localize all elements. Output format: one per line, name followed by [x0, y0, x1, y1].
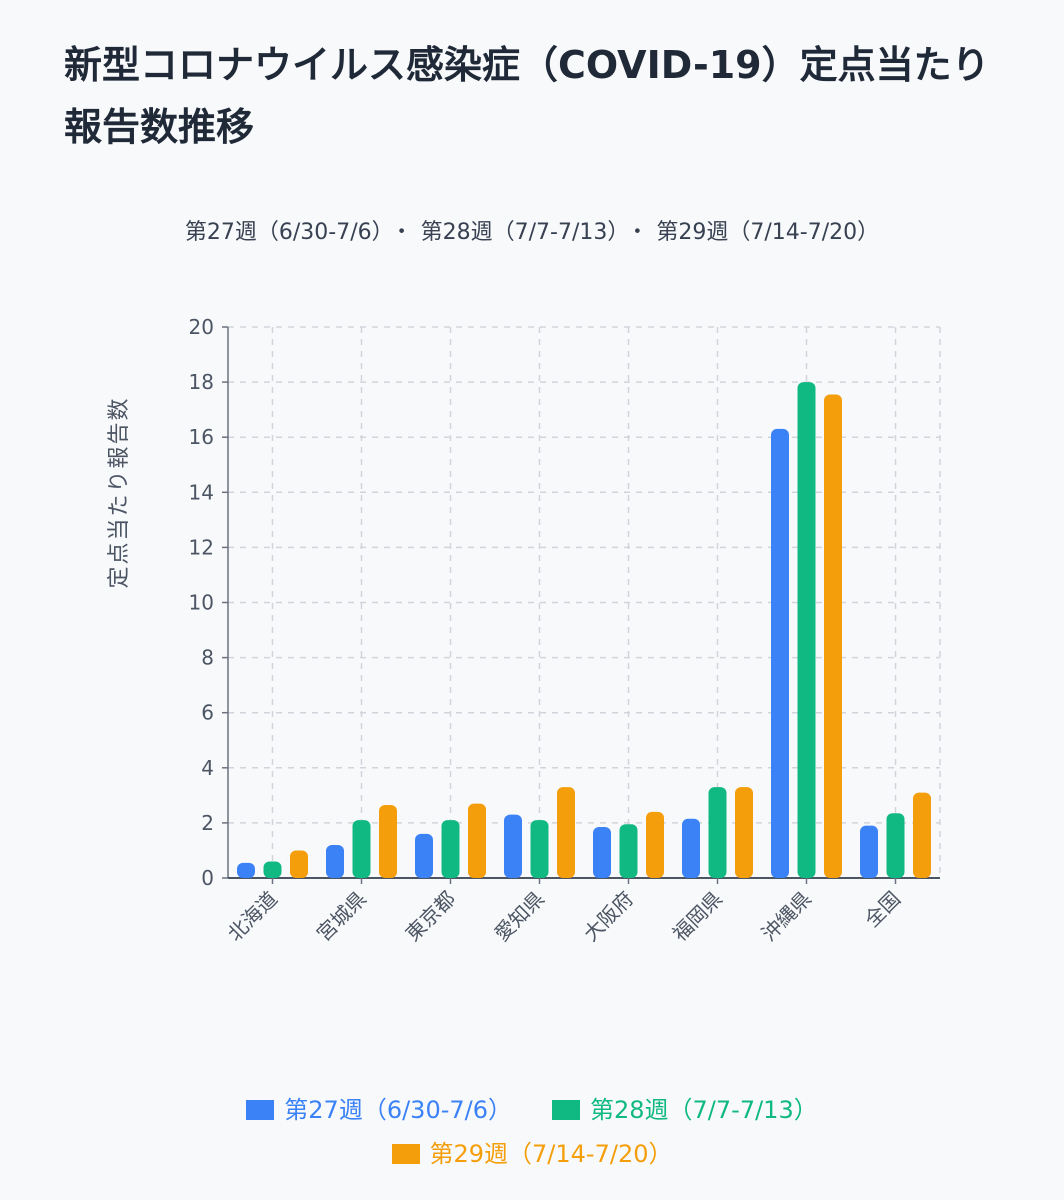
bar-7-2[interactable] — [913, 792, 931, 878]
y-tick-label: 16 — [189, 425, 214, 449]
bar-4-0[interactable] — [593, 827, 611, 878]
y-tick-label: 8 — [201, 646, 214, 670]
bar-1-0[interactable] — [326, 844, 344, 878]
y-tick-label: 2 — [201, 811, 214, 835]
bar-6-2[interactable] — [824, 394, 842, 878]
y-tick-label: 12 — [189, 535, 214, 559]
bar-6-1[interactable] — [797, 382, 816, 878]
bar-4-2[interactable] — [646, 811, 664, 878]
axes — [222, 326, 940, 884]
y-tick-label: 6 — [201, 701, 214, 725]
legend-label: 第27週（6/30-7/6） — [284, 1096, 512, 1124]
y-tick-label: 20 — [189, 315, 214, 339]
bar-2-1[interactable] — [441, 820, 460, 878]
x-tick-label: 大阪府 — [579, 887, 638, 946]
subtitle-week28: 第28週（7/7-7/13） — [420, 220, 619, 245]
x-tick-label: 東京都 — [401, 887, 460, 946]
legend-row: 第27週（6/30-7/6） 第28週（7/7-7/13） — [0, 1088, 1064, 1132]
y-tick-label: 10 — [189, 591, 214, 615]
x-tick-label: 愛知県 — [490, 887, 549, 946]
legend-swatch — [391, 1144, 420, 1164]
legend-swatch — [246, 1100, 275, 1120]
subtitle-week27: 第27週（6/30-7/6） — [184, 220, 383, 245]
bar-0-0[interactable] — [237, 862, 255, 878]
legend-label: 第29週（7/14-7/20） — [429, 1140, 673, 1168]
x-tick-label: 宮城県 — [312, 887, 371, 946]
legend-item-0[interactable]: 第27週（6/30-7/6） — [246, 1088, 512, 1132]
bar-6-0[interactable] — [771, 428, 789, 878]
x-tick-label: 沖縄県 — [757, 887, 816, 946]
x-tick-label: 全国 — [860, 887, 905, 932]
legend-swatch — [552, 1100, 580, 1120]
legend-item-2[interactable]: 第29週（7/14-7/20） — [391, 1132, 673, 1176]
y-tick-label: 14 — [189, 480, 214, 504]
bar-1-1[interactable] — [352, 820, 371, 878]
bar-chart: 0 2 4 6 8 10 12 14 16 18 20 北海道 宮城県 東京都 愛知県 大阪府 福岡県 沖縄県 全国… — [107, 315, 941, 946]
subtitle-week29: 第29週（7/14-7/20） — [656, 220, 880, 245]
bar-5-2[interactable] — [735, 787, 753, 878]
bar-7-1[interactable] — [886, 813, 905, 878]
legend-label: 第28週（7/7-7/13） — [590, 1096, 818, 1124]
legend-row: 第29週（7/14-7/20） — [0, 1132, 1064, 1176]
bar-2-2[interactable] — [468, 803, 486, 878]
bar-4-1[interactable] — [619, 824, 638, 878]
bar-7-0[interactable] — [860, 825, 878, 878]
bar-5-0[interactable] — [682, 818, 700, 878]
chart-legend: 第27週（6/30-7/6） 第28週（7/7-7/13） 第29週（7/14-7… — [0, 1088, 1064, 1176]
subtitle-separator: ・ — [626, 220, 649, 245]
y-tick-label: 18 — [189, 370, 214, 394]
y-tick-label: 0 — [201, 866, 214, 890]
chart-title: 新型コロナウイルス感染症（COVID-19）定点当たり報告数推移 — [64, 43, 990, 149]
bar-0-2[interactable] — [290, 850, 308, 878]
subtitle-separator: ・ — [390, 220, 413, 245]
legend-item-1[interactable]: 第28週（7/7-7/13） — [552, 1088, 818, 1132]
y-axis-title: 定点当たり報告数 — [107, 396, 132, 588]
x-tick-label: 北海道 — [223, 887, 282, 946]
bar-1-2[interactable] — [379, 804, 397, 878]
bar-3-2[interactable] — [557, 787, 575, 878]
bar-2-0[interactable] — [415, 833, 433, 878]
y-tick-label: 4 — [201, 756, 214, 780]
bar-0-1[interactable] — [263, 861, 282, 878]
chart-subtitle: 第27週（6/30-7/6）・第28週（7/7-7/13）・第29週（7/14-… — [0, 214, 1064, 246]
grid-lines — [228, 326, 941, 878]
bar-5-1[interactable] — [708, 787, 727, 878]
bars — [237, 382, 931, 878]
bar-3-1[interactable] — [530, 820, 549, 878]
x-tick-label: 福岡県 — [668, 887, 727, 946]
bar-3-0[interactable] — [504, 814, 522, 878]
